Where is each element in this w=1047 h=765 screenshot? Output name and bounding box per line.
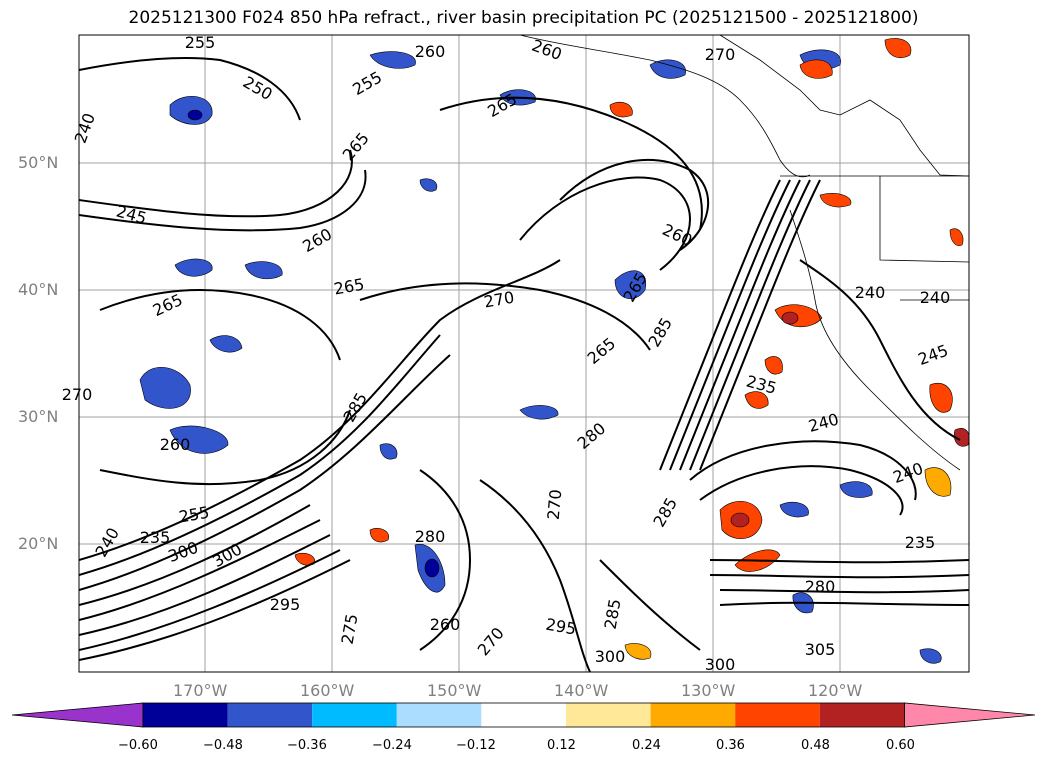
colorbar xyxy=(11,702,1036,728)
contour-label: 270 xyxy=(544,488,566,520)
contour-label: 305 xyxy=(805,640,836,659)
contour-label: 235 xyxy=(905,533,936,552)
contour-label: 300 xyxy=(705,655,736,674)
colorbar-segment xyxy=(819,703,905,727)
gridlines xyxy=(79,35,969,672)
colorbar-segment xyxy=(312,703,397,727)
colorbar-segment xyxy=(481,703,566,727)
lon-label-150w: 150°W xyxy=(427,681,482,700)
lon-label-160w: 160°W xyxy=(300,681,355,700)
colorbar-segment xyxy=(650,703,736,727)
colorbar-tick: 0.48 xyxy=(801,738,830,753)
map-frame xyxy=(78,34,970,673)
contour-label: 270 xyxy=(62,385,93,404)
contour-label: 240 xyxy=(855,283,886,302)
colorbar-tick: −0.60 xyxy=(118,738,158,753)
colorbar-tick: 0.24 xyxy=(632,738,661,753)
colorbar-segment xyxy=(143,703,228,727)
contour-label: 260 xyxy=(415,42,446,61)
contour-label: 270 xyxy=(705,45,736,64)
lon-label-170w: 170°W xyxy=(173,681,228,700)
colorbar-tick: 0.60 xyxy=(886,738,915,753)
lat-label-50n: 50°N xyxy=(18,153,59,172)
colorbar-tick: 0.12 xyxy=(547,738,576,753)
contour-label: 255 xyxy=(185,33,216,52)
refractivity-contours xyxy=(79,57,969,672)
colorbar-tick: −0.12 xyxy=(456,738,496,753)
coastline xyxy=(519,35,969,471)
contour-label: 260 xyxy=(160,435,191,454)
colorbar-tick: −0.48 xyxy=(203,738,243,753)
contour-label: 280 xyxy=(415,527,446,546)
map-plot-area xyxy=(79,35,969,672)
lon-label-120w: 120°W xyxy=(808,681,863,700)
colorbar-tick: 0.36 xyxy=(716,738,745,753)
lon-label-130w: 130°W xyxy=(681,681,736,700)
colorbar-extend-low xyxy=(11,702,144,728)
contour-label: 240 xyxy=(920,288,951,307)
colorbar-tick: −0.36 xyxy=(287,738,327,753)
lon-label-140w: 140°W xyxy=(554,681,609,700)
lat-label-30n: 30°N xyxy=(18,407,59,426)
lat-label-20n: 20°N xyxy=(18,534,59,553)
contour-label: 260 xyxy=(430,615,461,634)
colorbar-segment xyxy=(735,703,820,727)
contour-label: 295 xyxy=(270,595,301,614)
colorbar-segment xyxy=(396,703,482,727)
map-title: 2025121300 F024 850 hPa refract., river … xyxy=(128,8,919,28)
colorbar-extend-high xyxy=(904,702,1036,728)
colorbar-segment xyxy=(227,703,313,727)
precip-shading xyxy=(139,38,969,664)
colorbar-tick: −0.24 xyxy=(372,738,412,753)
lat-label-40n: 40°N xyxy=(18,280,59,299)
contour-label: 300 xyxy=(595,647,626,666)
colorbar-segment xyxy=(566,703,651,727)
contour-label: 280 xyxy=(805,577,836,596)
colorbar-frame xyxy=(142,702,905,728)
contour-label: 235 xyxy=(140,528,171,547)
